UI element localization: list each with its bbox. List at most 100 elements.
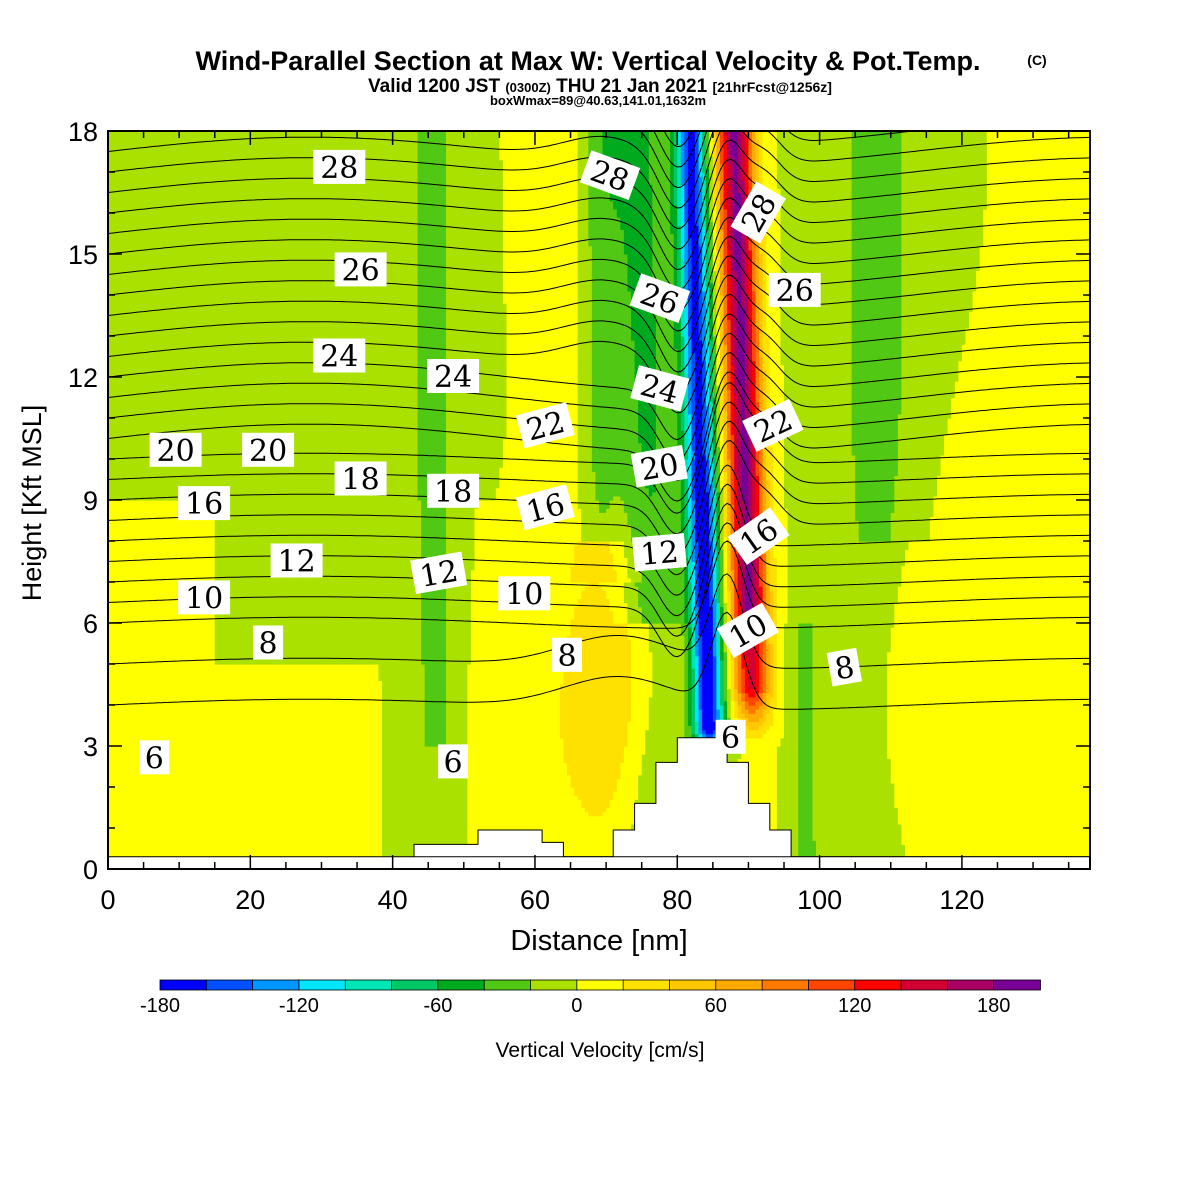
velocity-cell: [115, 758, 119, 763]
velocity-cell: [119, 258, 123, 263]
velocity-cell: [119, 242, 123, 247]
velocity-cell: [122, 717, 126, 722]
velocity-cell: [122, 664, 126, 669]
velocity-cell: [122, 726, 126, 731]
velocity-cell: [112, 808, 116, 813]
velocity-cell: [119, 480, 123, 485]
velocity-cell: [122, 287, 126, 292]
velocity-cell: [122, 447, 126, 452]
velocity-cell: [115, 836, 119, 841]
velocity-cell: [122, 488, 126, 493]
velocity-cell: [115, 184, 119, 189]
velocity-cell: [115, 590, 119, 595]
velocity-cell: [119, 197, 123, 202]
velocity-cell: [115, 168, 119, 173]
velocity-cell: [115, 734, 119, 739]
velocity-cell: [119, 143, 123, 148]
velocity-cell: [119, 283, 123, 288]
velocity-cell: [122, 652, 126, 657]
velocity-cell: [122, 275, 126, 280]
velocity-cell: [119, 512, 123, 517]
velocity-cell: [122, 808, 126, 813]
velocity-cell: [119, 139, 123, 144]
velocity-cell: [122, 357, 126, 362]
velocity-cell: [122, 234, 126, 239]
velocity-cell: [115, 808, 119, 813]
velocity-cell: [122, 705, 126, 710]
velocity-cell: [119, 672, 123, 677]
velocity-cell: [122, 730, 126, 735]
velocity-cell: [122, 840, 126, 845]
velocity-cell: [112, 463, 116, 468]
velocity-cell: [115, 365, 119, 370]
velocity-cell: [112, 844, 116, 849]
velocity-cell: [112, 320, 116, 325]
velocity-cell: [115, 689, 119, 694]
velocity-cell: [112, 750, 116, 755]
velocity-cell: [119, 717, 123, 722]
velocity-cell: [115, 652, 119, 657]
velocity-cell: [115, 730, 119, 735]
velocity-cell: [115, 147, 119, 152]
velocity-cell: [115, 332, 119, 337]
velocity-cell: [119, 299, 123, 304]
velocity-cell: [122, 771, 126, 776]
velocity-cell: [112, 521, 116, 526]
velocity-cell: [119, 697, 123, 702]
velocity-cell: [115, 664, 119, 669]
velocity-cell: [115, 783, 119, 788]
velocity-cell: [112, 467, 116, 472]
velocity-cell: [122, 197, 126, 202]
velocity-cell: [112, 152, 116, 157]
velocity-cell: [122, 213, 126, 218]
velocity-cell: [119, 799, 123, 804]
velocity-cell: [119, 783, 123, 788]
velocity-cell: [122, 656, 126, 661]
velocity-cell: [119, 631, 123, 636]
velocity-cell: [115, 775, 119, 780]
velocity-cell: [122, 430, 126, 435]
velocity-cell: [122, 426, 126, 431]
velocity-cell: [119, 320, 123, 325]
velocity-cell: [122, 262, 126, 267]
velocity-cell: [122, 709, 126, 714]
velocity-cell: [115, 221, 119, 226]
velocity-cell: [119, 451, 123, 456]
velocity-cell: [119, 205, 123, 210]
velocity-cell: [119, 156, 123, 161]
velocity-cell: [115, 320, 119, 325]
velocity-cell: [112, 754, 116, 759]
velocity-cell: [112, 406, 116, 411]
velocity-cell: [122, 475, 126, 480]
velocity-cell: [122, 467, 126, 472]
velocity-cell: [115, 553, 119, 558]
velocity-cell: [115, 648, 119, 653]
velocity-cell: [119, 492, 123, 497]
velocity-cell: [115, 607, 119, 612]
velocity-cell: [115, 402, 119, 407]
velocity-cell: [112, 410, 116, 415]
velocity-cell: [112, 164, 116, 169]
velocity-cell: [122, 644, 126, 649]
velocity-cell: [112, 234, 116, 239]
velocity-cell: [119, 705, 123, 710]
velocity-cell: [112, 676, 116, 681]
velocity-cell: [122, 299, 126, 304]
velocity-cell: [115, 291, 119, 296]
velocity-cell: [112, 603, 116, 608]
velocity-cell: [112, 180, 116, 185]
velocity-cell: [122, 607, 126, 612]
velocity-cell: [122, 586, 126, 591]
velocity-cell: [122, 562, 126, 567]
velocity-cell: [115, 352, 119, 357]
velocity-cell: [122, 217, 126, 222]
velocity-cell: [119, 668, 123, 673]
velocity-cell: [122, 369, 126, 374]
velocity-cell: [115, 795, 119, 800]
velocity-cell: [112, 422, 116, 427]
velocity-cell: [122, 660, 126, 665]
velocity-cell: [122, 320, 126, 325]
velocity-cell: [119, 328, 123, 333]
velocity-cell: [112, 205, 116, 210]
velocity-cell: [115, 447, 119, 452]
